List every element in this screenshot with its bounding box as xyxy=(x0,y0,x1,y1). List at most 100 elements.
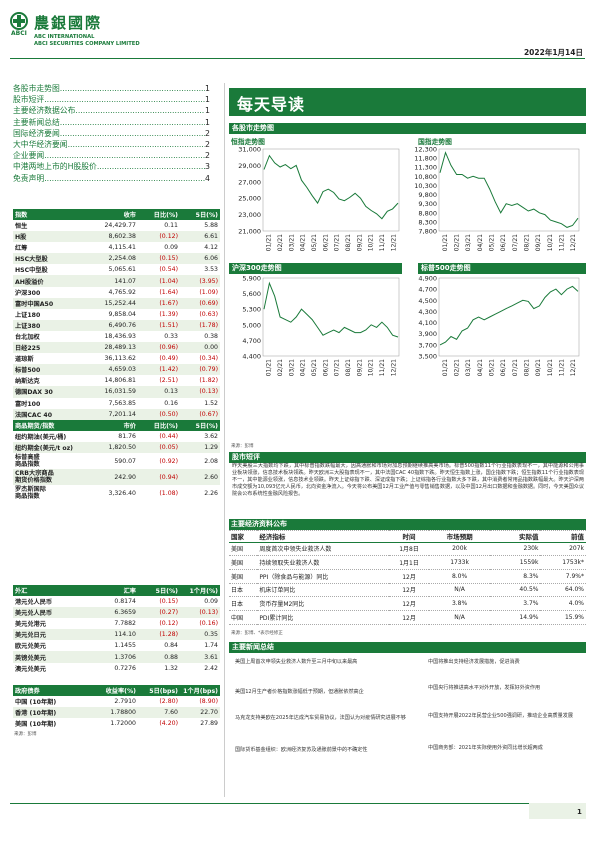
table-cell: 81.76 xyxy=(118,433,136,441)
y-tick-label: 10,300 xyxy=(414,182,437,190)
table-cell: 美元兑港元 xyxy=(15,621,46,629)
table-cell: (0.96) xyxy=(138,342,180,354)
table-cell: 香港 (10年期) xyxy=(13,707,83,719)
table-row: 台北加权 18,436.93 0.33 0.38 xyxy=(13,331,220,342)
news-item[interactable]: 马克龙支持美欧在2025年达成汽车贸易协议，法国认为对疫情研究进展不够 xyxy=(235,715,406,721)
table-cell: AH股溢价 xyxy=(13,275,83,287)
page-title: 每天导读 xyxy=(237,95,306,114)
x-tick-label: 08/21 xyxy=(524,234,531,251)
econ-header-cell: 前值 xyxy=(540,530,586,543)
table-row: 上证180 9,858.04 (1.39) (0.63) xyxy=(13,309,220,320)
table-cell: (0.79) xyxy=(180,364,220,376)
table-cell: (4.20) xyxy=(159,720,178,728)
table-cell: 罗杰斯国际 商品指数 xyxy=(15,486,46,501)
toc-item[interactable]: 大中华经济要闻 2 xyxy=(13,139,210,150)
y-tick-label: 4,500 xyxy=(418,297,437,305)
y-tick-label: 4,900 xyxy=(418,275,437,283)
table-cell: 纽约期金(美元/t oz) xyxy=(13,442,83,454)
table-row: 罗杰斯国际 商品指数 3,326.40 (1.08) 2.26 xyxy=(13,485,220,501)
table-cell: HSC大型股 xyxy=(13,253,83,265)
y-tick-label: 8,300 xyxy=(418,218,437,226)
table-cell: (1.64) xyxy=(159,288,178,296)
toc-item-page: 1 xyxy=(205,117,210,127)
y-tick-label: 12,300 xyxy=(414,146,437,154)
econ-cell: 4.0% xyxy=(540,596,586,611)
x-tick-label: 09/21 xyxy=(356,359,363,376)
indices-table: 指数 收市 日比(%) 5日(%) 恒生 24,429.77 0.11 5.88 H股 8,602… xyxy=(13,209,220,420)
plot-frame xyxy=(438,148,580,232)
toc-item-title: 大中华经济要闻 xyxy=(13,139,68,149)
x-tick-label: 03/21 xyxy=(465,234,472,251)
table-cell: 中国 (10年期) xyxy=(15,699,57,707)
news-item[interactable]: 中国将推出支持经济发展措施，促进消费 xyxy=(428,659,520,665)
econ-cell: 200k xyxy=(429,542,490,557)
toc-dots xyxy=(60,117,205,128)
commentary-bar: 股市短评 xyxy=(229,452,586,463)
table-row: 富时100 7,563.85 0.16 1.52 xyxy=(13,398,220,409)
y-tick-label: 4,100 xyxy=(418,319,437,327)
chart-title-hscei: 国指走势图 xyxy=(418,138,452,146)
toc-item-title: 免责声明 xyxy=(13,173,45,183)
commentary-text: 昨天美股三大指数均下跌，其中标普指数跌幅最大，因高通胀和市场对加息预期继续推高美… xyxy=(232,463,584,498)
table-cell: (1.78) xyxy=(180,319,220,331)
x-tick-label: 08/21 xyxy=(345,359,352,376)
economic-source: 来源：彭博、*表示经修正 xyxy=(231,631,283,636)
toc-item[interactable]: 股市短评 1 xyxy=(13,94,210,105)
y-tick-label: 7,800 xyxy=(418,228,437,236)
x-tick-label: 04/21 xyxy=(300,234,307,251)
news-item[interactable]: 中国央行将推进高水平对外开放，发挥好外资作用 xyxy=(428,685,541,691)
series-line xyxy=(439,151,579,228)
x-tick-label: 01/21 xyxy=(266,234,273,251)
chart-hsi: 21,000 23,000 25,000 27,000 29,000 31,000 01/2… xyxy=(238,146,400,251)
toc-item[interactable]: 企业要闻 2 xyxy=(13,150,210,161)
econ-cell: 12月 xyxy=(388,583,430,598)
toc-item-title: 主要新闻总结 xyxy=(13,117,60,127)
toc-item-title: 国际经济要闻 xyxy=(13,128,60,138)
table-cell: (0.63) xyxy=(199,310,218,318)
x-tick-label: 09/21 xyxy=(535,359,542,376)
header-cell: 1个月(%) xyxy=(180,585,220,596)
table-row: 美元兑港元 7.7882 (0.12) (0.16) xyxy=(13,618,220,629)
econ-cell: 7.9%* xyxy=(540,569,586,584)
x-tick-label: 11/21 xyxy=(379,234,386,251)
table-row: 恒生 24,429.77 0.11 5.88 xyxy=(13,220,220,231)
table-cell: 富时中国A50 xyxy=(13,297,83,309)
table-cell: 0.33 xyxy=(164,332,178,340)
news-item[interactable]: 中国商务部：2021年实际使用外资同比增长超两成 xyxy=(428,745,543,751)
table-cell: 6.3659 xyxy=(83,607,138,619)
table-cell: 日经225 xyxy=(13,342,83,354)
toc-item[interactable]: 免责声明 4 xyxy=(13,173,210,184)
x-tick-label: 07/21 xyxy=(512,359,519,376)
toc-item[interactable]: 各股市走势图 1 xyxy=(13,83,210,94)
econ-cell: 15.9% xyxy=(540,610,586,625)
table-cell: (1.28) xyxy=(138,629,180,641)
table-cell: H股 xyxy=(13,231,83,243)
logo-english-name: ABC INTERNATIONAL xyxy=(34,34,95,40)
econ-row: 美国 持续领取失业救济人数 1月1日 1733k 1559k 1753k* xyxy=(229,555,586,570)
company-logo: ABCI 農銀國際 ABC INTERNATIONAL ABCI SECURIT… xyxy=(10,10,210,62)
header-cell: 市价 xyxy=(83,420,138,431)
news-item[interactable]: 美国上周首次申领失业救济人数升至三月中旬以来最高 xyxy=(235,659,358,665)
news-item[interactable]: 国际货币基金组织：欧洲经济复苏及通胀前景中的不确定性 xyxy=(235,747,368,753)
table-cell: (8.90) xyxy=(199,698,218,706)
x-tick-label: 01/21 xyxy=(442,234,449,251)
x-tick-label: 03/21 xyxy=(288,359,295,376)
table-cell: 3.61 xyxy=(180,651,220,663)
x-tick-label: 09/21 xyxy=(356,234,363,251)
plot-frame xyxy=(262,148,400,232)
x-tick-label: 07/21 xyxy=(334,359,341,376)
toc-item[interactable]: 中港两地上市的H股股价 3 xyxy=(13,161,210,172)
table-cell: 3.62 xyxy=(204,433,218,441)
series-line xyxy=(439,285,579,346)
table-cell: 2.08 xyxy=(204,457,218,465)
x-tick-label: 12/21 xyxy=(390,234,397,251)
toc-item[interactable]: 主要经济数据公布 1 xyxy=(13,105,210,116)
news-item[interactable]: 中国支持开展2022年民营企业500强调研，推动企业高质量发展 xyxy=(428,713,573,719)
table-row: 沪深300 4,765.92 (1.64) (1.09) xyxy=(13,287,220,298)
x-tick-label: 03/21 xyxy=(465,359,472,376)
header-cell: 5日(%) xyxy=(180,420,220,431)
toc-item[interactable]: 国际经济要闻 2 xyxy=(13,128,210,139)
news-item[interactable]: 美国12月生产者价格指数涨幅低于预期，但通胀依然高企 xyxy=(235,689,364,695)
y-tick-label: 3,900 xyxy=(418,330,437,338)
toc-item[interactable]: 主要新闻总结 1 xyxy=(13,117,210,128)
